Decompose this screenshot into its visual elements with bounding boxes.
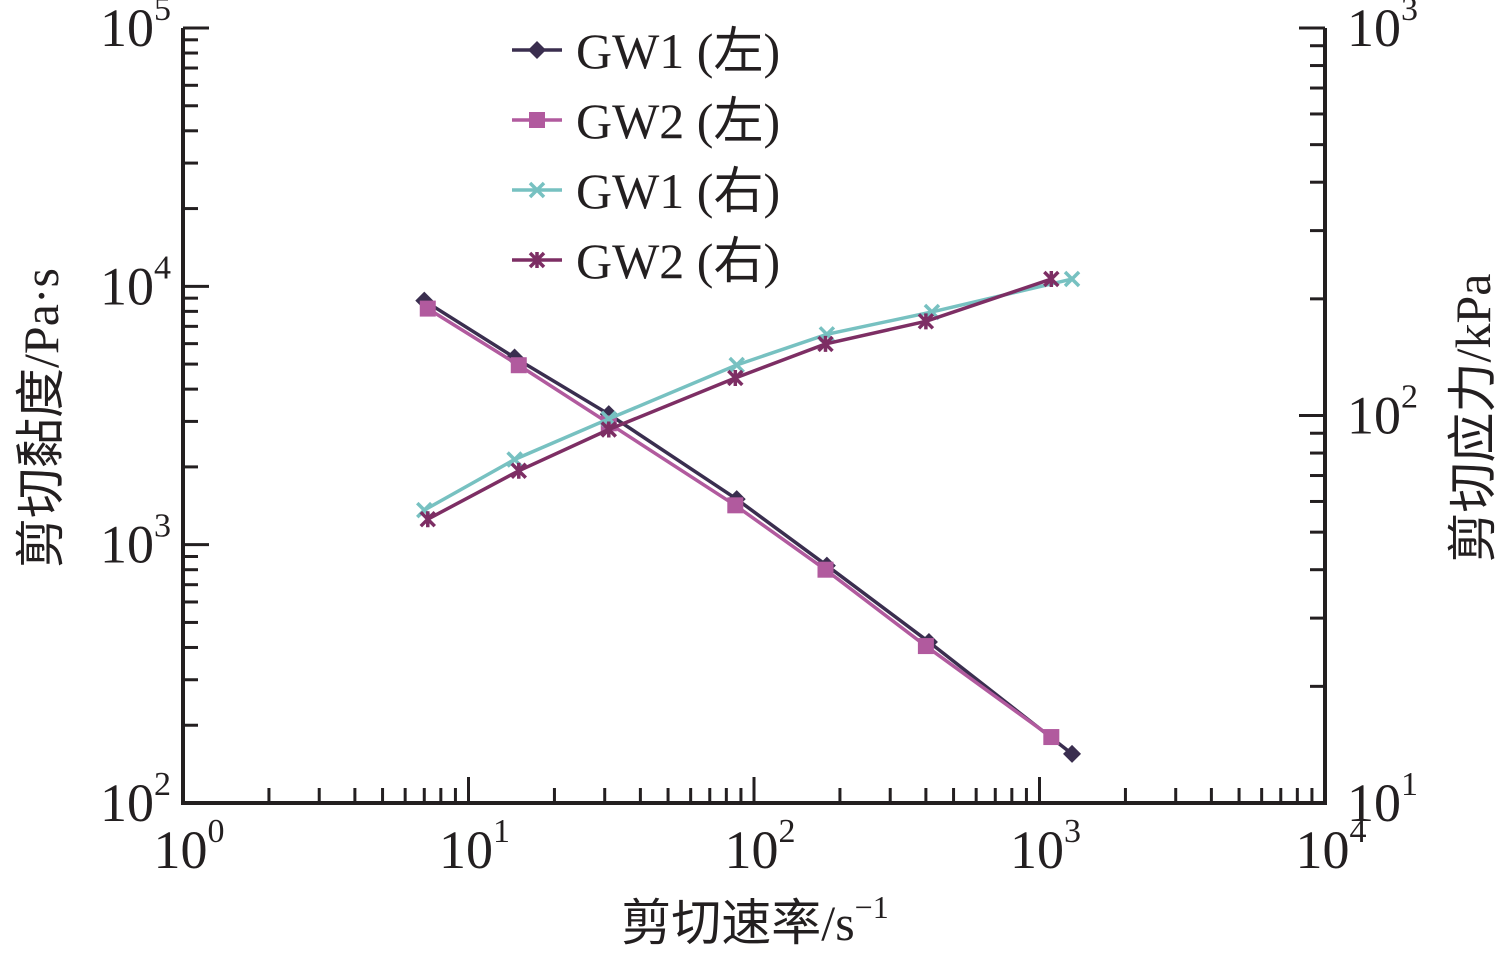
legend-label: GW2 (右) [576, 233, 780, 289]
y-left-tick-label: 102 [100, 766, 171, 833]
series-3 [416, 270, 1081, 519]
legend-marker [528, 41, 546, 59]
y-axis-left-label: 剪切黏度/Pa·s [13, 268, 69, 568]
y-right-tick-label: 101 [1347, 766, 1418, 833]
data-point [917, 313, 935, 330]
y-right-tick-label: 102 [1347, 379, 1418, 446]
data-point [510, 462, 528, 480]
y-right-tick-label: 103 [1347, 0, 1418, 58]
x-tick-label: 104 [1296, 813, 1367, 880]
data-point [727, 497, 744, 514]
data-point [600, 421, 618, 438]
legend-marker [529, 112, 545, 128]
data-point [728, 356, 745, 374]
data-point [917, 638, 934, 655]
data-point [419, 300, 436, 317]
data-point [817, 561, 834, 578]
x-tick-label: 103 [1010, 813, 1081, 880]
y-left-tick-label: 104 [100, 249, 171, 316]
legend-label: GW1 (左) [576, 23, 780, 79]
y-left-tick-label: 105 [100, 0, 171, 58]
legend-label: GW1 (右) [576, 163, 780, 219]
legend-item: GW1 (左) [512, 23, 780, 79]
legend-item: GW1 (右) [512, 163, 780, 219]
series-4 [419, 270, 1060, 528]
series-line [426, 277, 1052, 521]
legend-label: GW2 (左) [576, 93, 780, 149]
y-left-tick-label: 103 [100, 508, 171, 575]
y-axis-right-label: 剪切应力/kPa [1445, 274, 1501, 563]
axis-ticks [181, 26, 1327, 805]
data-point [1063, 270, 1081, 288]
legend-marker [528, 251, 546, 269]
data-point [510, 357, 527, 374]
tick-labels: 100 101 102 103 104 102 103 104 105 101 102 103 [100, 0, 1418, 880]
x-tick-label: 101 [439, 813, 510, 880]
x-tick-label: 102 [725, 813, 796, 880]
data-point [1043, 729, 1060, 746]
legend-marker [528, 181, 546, 199]
data-point [817, 335, 834, 353]
data-point [419, 510, 437, 528]
legend: GW1 (左) GW2 (左) GW1 (右) GW2 (右) [512, 23, 780, 289]
legend-item: GW2 (右) [512, 233, 780, 289]
x-tick-label: 100 [154, 813, 225, 880]
data-point [727, 369, 744, 387]
series-layer [415, 270, 1082, 763]
x-axis-label: 剪切速率/s−1 [621, 889, 888, 951]
legend-item: GW2 (左) [512, 93, 780, 149]
data-point [1063, 744, 1082, 763]
data-point [1043, 270, 1060, 288]
